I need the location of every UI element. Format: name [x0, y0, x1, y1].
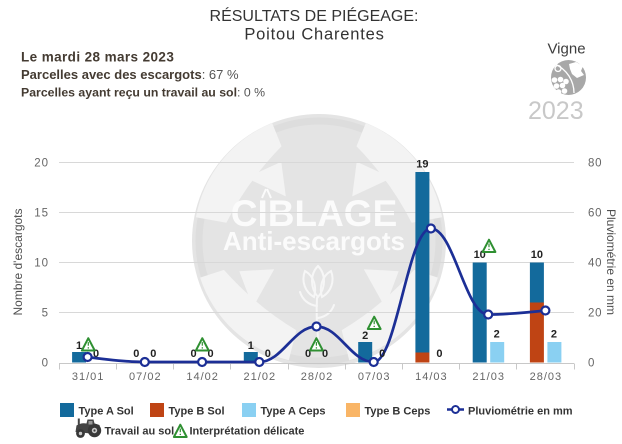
- svg-text:0: 0: [322, 348, 328, 360]
- svg-text:Parcelles avec des escargots:: Parcelles avec des escargots: 67 %: [21, 67, 239, 82]
- svg-text:21/03: 21/03: [472, 371, 505, 383]
- svg-text:0: 0: [305, 348, 311, 360]
- svg-text:0: 0: [436, 348, 442, 360]
- svg-text:14/03: 14/03: [415, 371, 448, 383]
- svg-text:19: 19: [416, 159, 428, 171]
- svg-text:Vigne: Vigne: [547, 41, 585, 58]
- svg-text:Anti-escargots: Anti-escargots: [223, 226, 405, 256]
- svg-text:0: 0: [150, 348, 156, 360]
- svg-text:07/02: 07/02: [129, 371, 162, 383]
- svg-text:Pluviométrie en mm: Pluviométrie en mm: [468, 406, 573, 418]
- svg-text:60: 60: [588, 208, 602, 220]
- svg-text:1: 1: [248, 340, 254, 352]
- svg-text:31/01: 31/01: [72, 371, 105, 383]
- svg-text:10: 10: [34, 258, 49, 270]
- svg-text:0: 0: [42, 358, 49, 370]
- svg-text:Type B Sol: Type B Sol: [169, 406, 225, 418]
- svg-text:0: 0: [588, 358, 595, 370]
- svg-text:Nombre d'escargots: Nombre d'escargots: [11, 208, 25, 315]
- svg-text:Pluviométrie en mm: Pluviométrie en mm: [604, 209, 618, 315]
- svg-text:Interprétation délicate: Interprétation délicate: [190, 426, 305, 438]
- svg-text:0: 0: [379, 348, 385, 360]
- svg-text:2: 2: [494, 329, 500, 341]
- svg-text:RÉSULTATS DE PIÉGEAGE:: RÉSULTATS DE PIÉGEAGE:: [210, 6, 419, 25]
- svg-text:2023: 2023: [528, 97, 584, 125]
- svg-text:Poitou Charentes: Poitou Charentes: [244, 26, 384, 44]
- svg-text:2: 2: [551, 329, 557, 341]
- svg-text:Travail au sol: Travail au sol: [105, 426, 175, 438]
- svg-text:Type A Ceps: Type A Ceps: [261, 406, 326, 418]
- svg-text:Le mardi 28 mars 2023: Le mardi 28 mars 2023: [21, 50, 174, 65]
- svg-text:0: 0: [133, 348, 139, 360]
- svg-text:0: 0: [191, 348, 197, 360]
- svg-text:21/02: 21/02: [244, 371, 277, 383]
- svg-text:28/02: 28/02: [301, 371, 334, 383]
- svg-text:20: 20: [588, 308, 602, 320]
- svg-text:15: 15: [34, 208, 49, 220]
- svg-text:14/02: 14/02: [186, 371, 219, 383]
- svg-text:Type B Ceps: Type B Ceps: [365, 406, 431, 418]
- svg-text:1: 1: [76, 340, 82, 352]
- svg-text:10: 10: [531, 249, 543, 261]
- svg-text:0: 0: [265, 348, 271, 360]
- svg-text:40: 40: [588, 258, 602, 270]
- svg-text:80: 80: [588, 158, 602, 170]
- svg-text:2: 2: [362, 330, 368, 342]
- svg-text:07/03: 07/03: [358, 371, 391, 383]
- svg-text:20: 20: [34, 158, 49, 170]
- svg-text:5: 5: [42, 308, 49, 320]
- svg-text:Type A Sol: Type A Sol: [79, 406, 134, 418]
- svg-text:28/03: 28/03: [530, 371, 563, 383]
- svg-text:CIBLAGE: CIBLAGE: [231, 193, 398, 234]
- svg-text:0: 0: [93, 348, 99, 360]
- svg-text:Parcelles ayant reçu un travai: Parcelles ayant reçu un travail au sol: …: [21, 86, 265, 100]
- svg-text:0: 0: [208, 348, 214, 360]
